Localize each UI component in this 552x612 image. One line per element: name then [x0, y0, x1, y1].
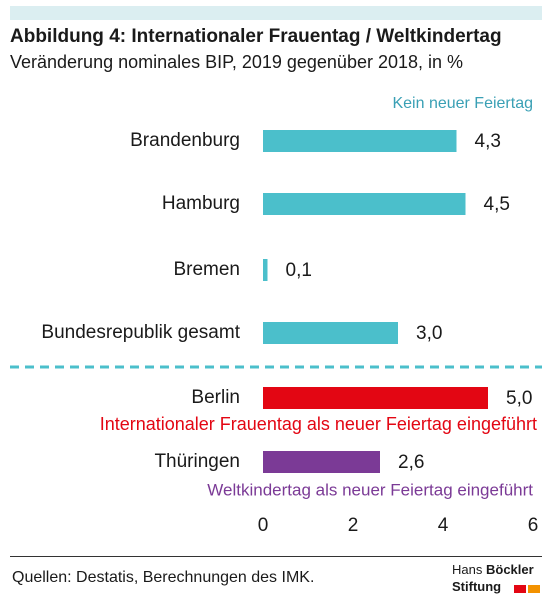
annotation-childrens-day: Weltkindertag als neuer Feiertag eingefü…	[207, 480, 533, 499]
x-tick-label-0: 0	[258, 515, 269, 536]
category-label-brandenburg: Brandenburg	[130, 130, 240, 151]
logo-word-hans: Hans	[452, 562, 483, 577]
category-label-bremen: Bremen	[173, 259, 240, 280]
bar-bundesrepublik-gesamt	[263, 322, 398, 344]
x-tick-label-6: 6	[528, 515, 539, 536]
category-label-bundesrepublik-gesamt: Bundesrepublik gesamt	[41, 322, 240, 343]
source-note: Quellen: Destatis, Berechnungen des IMK.	[12, 569, 315, 586]
x-tick-label-2: 2	[348, 515, 359, 536]
logo-line1: Hans Böckler	[452, 562, 534, 577]
header-band	[10, 6, 542, 20]
chart-subtitle: Veränderung nominales BIP, 2019 gegenübe…	[10, 52, 464, 72]
footer-divider	[10, 556, 542, 557]
annotation-womens-day: Internationaler Frauentag als neuer Feie…	[100, 414, 537, 434]
chart-title: Abbildung 4: Internationaler Frauentag /…	[10, 26, 502, 47]
bar-thueringen	[263, 451, 380, 473]
value-label-thueringen: 2,6	[398, 452, 424, 473]
logo-orange-bar	[528, 585, 540, 593]
value-label-berlin: 5,0	[506, 388, 532, 409]
value-label-brandenburg: 4,3	[475, 131, 501, 152]
hans-boeckler-stiftung-logo: Hans Böckler Stiftung	[452, 562, 544, 602]
annotation-no-new-holiday: Kein neuer Feiertag	[392, 95, 533, 112]
value-label-bundesrepublik-gesamt: 3,0	[416, 323, 442, 344]
bar-bremen	[263, 259, 268, 281]
value-label-hamburg: 4,5	[484, 194, 510, 215]
logo-word-boeckler: Böckler	[485, 562, 534, 577]
bar-hamburg	[263, 193, 466, 215]
bar-brandenburg	[263, 130, 457, 152]
logo-red-bar	[514, 585, 526, 593]
bar-berlin	[263, 387, 488, 409]
value-label-bremen: 0,1	[286, 260, 312, 281]
category-label-thueringen: Thüringen	[154, 451, 240, 472]
logo-word-stiftung: Stiftung	[452, 579, 502, 594]
category-label-hamburg: Hamburg	[162, 193, 240, 214]
category-label-berlin: Berlin	[191, 387, 240, 408]
bar-chart: Brandenburg 4,3 Hamburg 4,5 Bremen 0,1 Bundesr…	[10, 95, 542, 536]
x-tick-label-4: 4	[438, 515, 449, 536]
